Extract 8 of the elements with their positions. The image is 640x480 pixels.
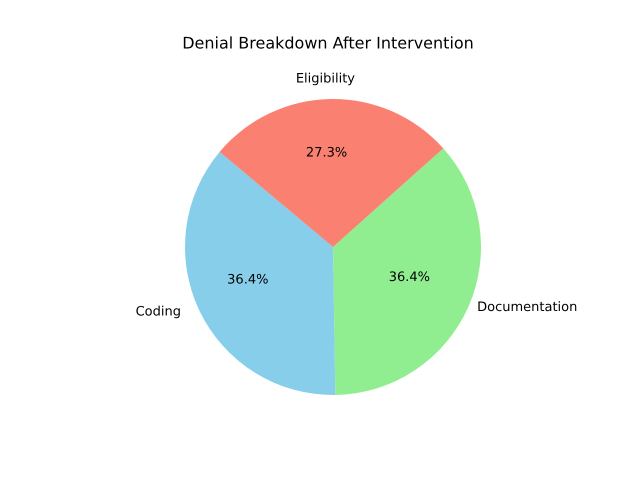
slice-label: Coding xyxy=(136,304,182,320)
slice-label: Documentation xyxy=(477,300,578,315)
pie-slice xyxy=(220,99,444,247)
data-label: 27.3% xyxy=(306,146,348,161)
chart-title: Denial Breakdown After Intervention xyxy=(182,34,474,52)
data-label: 36.4% xyxy=(227,272,268,288)
slice-label: Eligibility xyxy=(296,72,356,87)
data-label: 36.4% xyxy=(388,270,430,286)
